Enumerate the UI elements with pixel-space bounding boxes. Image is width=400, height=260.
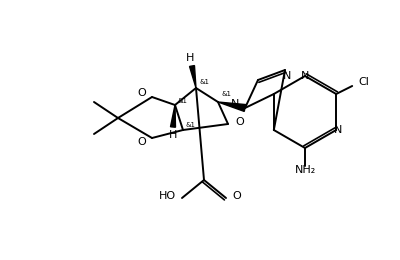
Text: O: O	[137, 137, 146, 147]
Text: N: N	[283, 71, 291, 81]
Text: O: O	[232, 191, 241, 201]
Text: &1: &1	[200, 79, 210, 85]
Polygon shape	[218, 102, 246, 112]
Text: N: N	[301, 71, 309, 81]
Text: NH₂: NH₂	[294, 165, 316, 175]
Text: H: H	[169, 130, 177, 140]
Text: &1: &1	[222, 91, 232, 97]
Text: HO: HO	[159, 191, 176, 201]
Text: N: N	[231, 99, 239, 109]
Text: N: N	[334, 125, 342, 135]
Text: H: H	[186, 53, 194, 63]
Text: O: O	[235, 117, 244, 127]
Text: Cl: Cl	[358, 77, 369, 87]
Text: &1: &1	[185, 122, 195, 128]
Polygon shape	[170, 105, 176, 127]
Text: &1: &1	[177, 98, 187, 104]
Polygon shape	[190, 66, 196, 88]
Text: O: O	[137, 88, 146, 98]
